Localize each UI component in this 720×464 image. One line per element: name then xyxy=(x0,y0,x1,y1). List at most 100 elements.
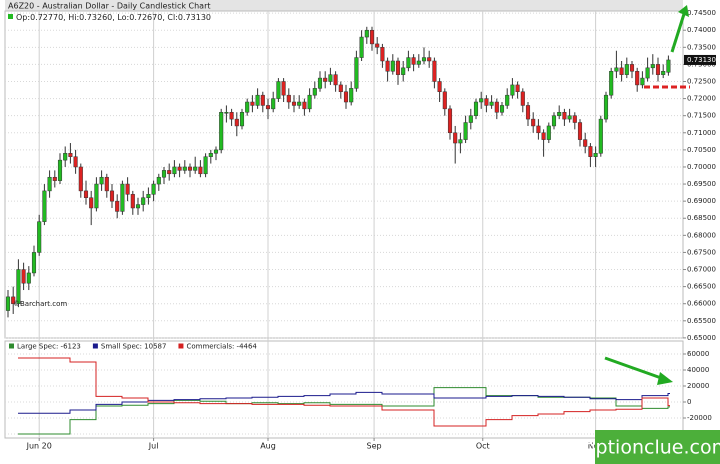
candle-body xyxy=(99,176,104,185)
candle-body xyxy=(437,81,442,93)
candle-body xyxy=(406,57,411,69)
candle-body xyxy=(234,118,239,127)
y-tick-label: 0.71000 xyxy=(687,129,716,137)
candle-body xyxy=(614,67,619,72)
candle-body xyxy=(338,84,343,93)
y-tick-label: 0.67000 xyxy=(687,266,716,274)
candle-body xyxy=(442,91,447,110)
candle-body xyxy=(479,98,484,103)
watermark: optionclue.com xyxy=(584,437,720,459)
candle-body xyxy=(458,139,463,144)
y-tick-label: 0.67500 xyxy=(687,248,716,256)
candle-body xyxy=(520,91,525,106)
candle-body xyxy=(265,105,271,110)
y-tick-label: 0.68500 xyxy=(687,214,716,222)
candle-body xyxy=(494,101,499,113)
candle-body xyxy=(645,67,650,79)
candle-body xyxy=(359,36,364,58)
candle-body xyxy=(499,105,505,113)
candle-body xyxy=(349,88,354,103)
y-tick-label: 0.72500 xyxy=(687,78,716,86)
candle-body xyxy=(364,29,369,38)
y-tick-label: 0.73500 xyxy=(687,43,716,51)
legend-label: Commercials: -4464 xyxy=(186,343,257,351)
legend-label: Large Spec: -6123 xyxy=(17,343,81,351)
cot-line xyxy=(18,357,670,427)
candle-body xyxy=(390,60,395,72)
candle-body xyxy=(109,190,115,202)
candle-body xyxy=(447,108,453,134)
legend-label: Small Spec: 10587 xyxy=(101,343,167,351)
candle-body xyxy=(208,153,213,157)
candle-body xyxy=(375,43,380,48)
candle-body xyxy=(510,84,515,96)
y-tick-label: 0.66000 xyxy=(687,300,716,308)
candle-body xyxy=(219,112,224,151)
candle-body xyxy=(323,77,328,82)
candle-body xyxy=(577,122,583,140)
candle-body xyxy=(151,183,156,195)
candle-body xyxy=(463,122,468,140)
candle-body xyxy=(666,59,671,73)
candle-body xyxy=(593,153,598,157)
candle-body xyxy=(31,252,37,274)
annotation-arrow xyxy=(604,356,665,381)
candle-body xyxy=(343,91,349,103)
candle-body xyxy=(297,101,302,106)
candle-body xyxy=(141,197,146,205)
candle-body xyxy=(104,176,109,192)
candle-body xyxy=(421,57,427,62)
candle-body xyxy=(369,29,375,45)
candle-body xyxy=(177,166,182,171)
candle-body xyxy=(525,105,531,120)
y-tick-label: 0.72000 xyxy=(687,95,716,103)
candle-body xyxy=(484,98,489,106)
x-tick-label: Oct xyxy=(476,442,490,451)
y-tick-label: 0.68000 xyxy=(687,231,716,239)
candle-body xyxy=(453,132,458,144)
y-tick-label: 0.65000 xyxy=(687,334,716,342)
candle-body xyxy=(291,101,297,106)
candle-body xyxy=(213,149,219,154)
candle-body xyxy=(624,64,629,75)
candle-body xyxy=(83,190,89,198)
annotation-arrowhead xyxy=(678,5,689,17)
candle-body xyxy=(650,64,655,69)
candle-body xyxy=(380,47,385,62)
candle-body xyxy=(146,194,151,198)
candle-body xyxy=(489,101,494,106)
candle-body xyxy=(78,166,83,192)
candle-body xyxy=(661,70,666,75)
candle-body xyxy=(161,170,167,178)
candle-body xyxy=(21,269,26,284)
legend-swatch xyxy=(178,343,184,349)
candle-body xyxy=(135,204,141,209)
candle-body xyxy=(411,57,416,65)
candle-body xyxy=(583,139,588,147)
x-tick-label: Aug xyxy=(260,442,276,451)
candle-body xyxy=(312,88,317,96)
candle-body xyxy=(229,112,234,120)
candle-body xyxy=(239,112,245,127)
candle-body xyxy=(401,67,406,75)
candle-body xyxy=(125,183,130,195)
candle-body xyxy=(26,272,31,284)
candle-body xyxy=(16,269,21,304)
candle-body xyxy=(588,146,593,157)
candle-body xyxy=(515,84,520,93)
candle-body xyxy=(156,176,161,185)
candle-body xyxy=(94,183,99,209)
candle-body xyxy=(603,94,609,120)
candle-body xyxy=(302,101,307,110)
candle-body xyxy=(224,112,229,114)
ohlc-text: Op:0.72770, Hi:0.73260, Lo:0.72670, Cl:0… xyxy=(16,13,211,22)
last-price-label: 0.73130 xyxy=(687,56,716,64)
candle-body xyxy=(198,166,203,175)
candle-body xyxy=(193,166,198,171)
candle-body xyxy=(546,125,551,140)
candle-body xyxy=(541,132,546,140)
ohlc-icon xyxy=(8,14,13,19)
y-tick-label: 0 xyxy=(687,398,691,406)
candle-body xyxy=(385,60,390,72)
